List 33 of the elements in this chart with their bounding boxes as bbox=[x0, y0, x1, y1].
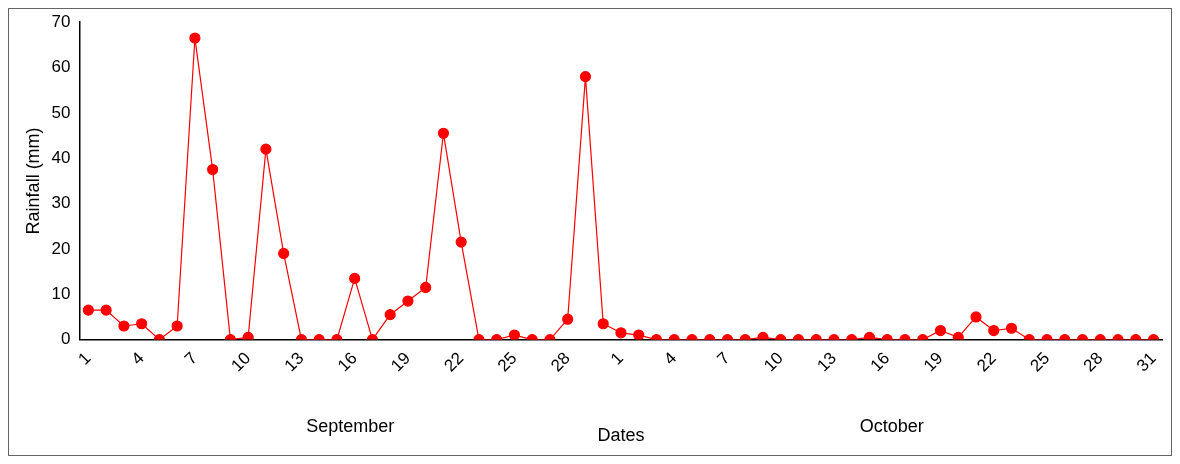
x-tick-label: 19 bbox=[387, 348, 415, 376]
y-tick-label: 50 bbox=[51, 102, 71, 122]
y-tick-label: 30 bbox=[51, 193, 71, 213]
text: September bbox=[306, 415, 395, 436]
x-tick-label: 4 bbox=[127, 348, 148, 369]
x-tick-label: 16 bbox=[334, 348, 361, 376]
y-tick-label: 60 bbox=[51, 57, 71, 77]
x-tick-label: 22 bbox=[973, 348, 1000, 376]
x-tick-label: 10 bbox=[227, 348, 255, 376]
y-tick-label: 10 bbox=[51, 283, 71, 303]
x-tick-label: 7 bbox=[713, 348, 734, 369]
x-tick-label: 7 bbox=[180, 348, 202, 369]
x-tick-label: 28 bbox=[1079, 348, 1107, 376]
y-tick-label: 0 bbox=[61, 329, 71, 349]
x-tick-label: 28 bbox=[547, 348, 574, 376]
x-tick-label: 10 bbox=[760, 348, 787, 376]
y-tick-label: 40 bbox=[51, 147, 71, 167]
x-axis-title: Dates bbox=[597, 425, 645, 446]
x-tick-label: 31 bbox=[1132, 348, 1160, 376]
x-tick-label: 4 bbox=[660, 348, 681, 369]
x-tick-label: 22 bbox=[440, 348, 468, 376]
y-tick-label: 20 bbox=[51, 238, 71, 258]
x-tick-label: 1 bbox=[606, 348, 628, 369]
x-tick-label: 13 bbox=[813, 348, 841, 376]
x-tick-label: 13 bbox=[280, 348, 308, 376]
x-tick-label: 16 bbox=[866, 348, 894, 376]
y-axis-title: Rainfall (mm) bbox=[22, 127, 43, 235]
x-tick-label: 25 bbox=[493, 348, 521, 376]
x-tick-label: 1 bbox=[74, 348, 95, 369]
text: October bbox=[859, 415, 924, 436]
x-tick-label: 25 bbox=[1026, 348, 1054, 376]
y-tick-label: 70 bbox=[51, 11, 71, 31]
x-tick-label: 19 bbox=[919, 348, 947, 376]
